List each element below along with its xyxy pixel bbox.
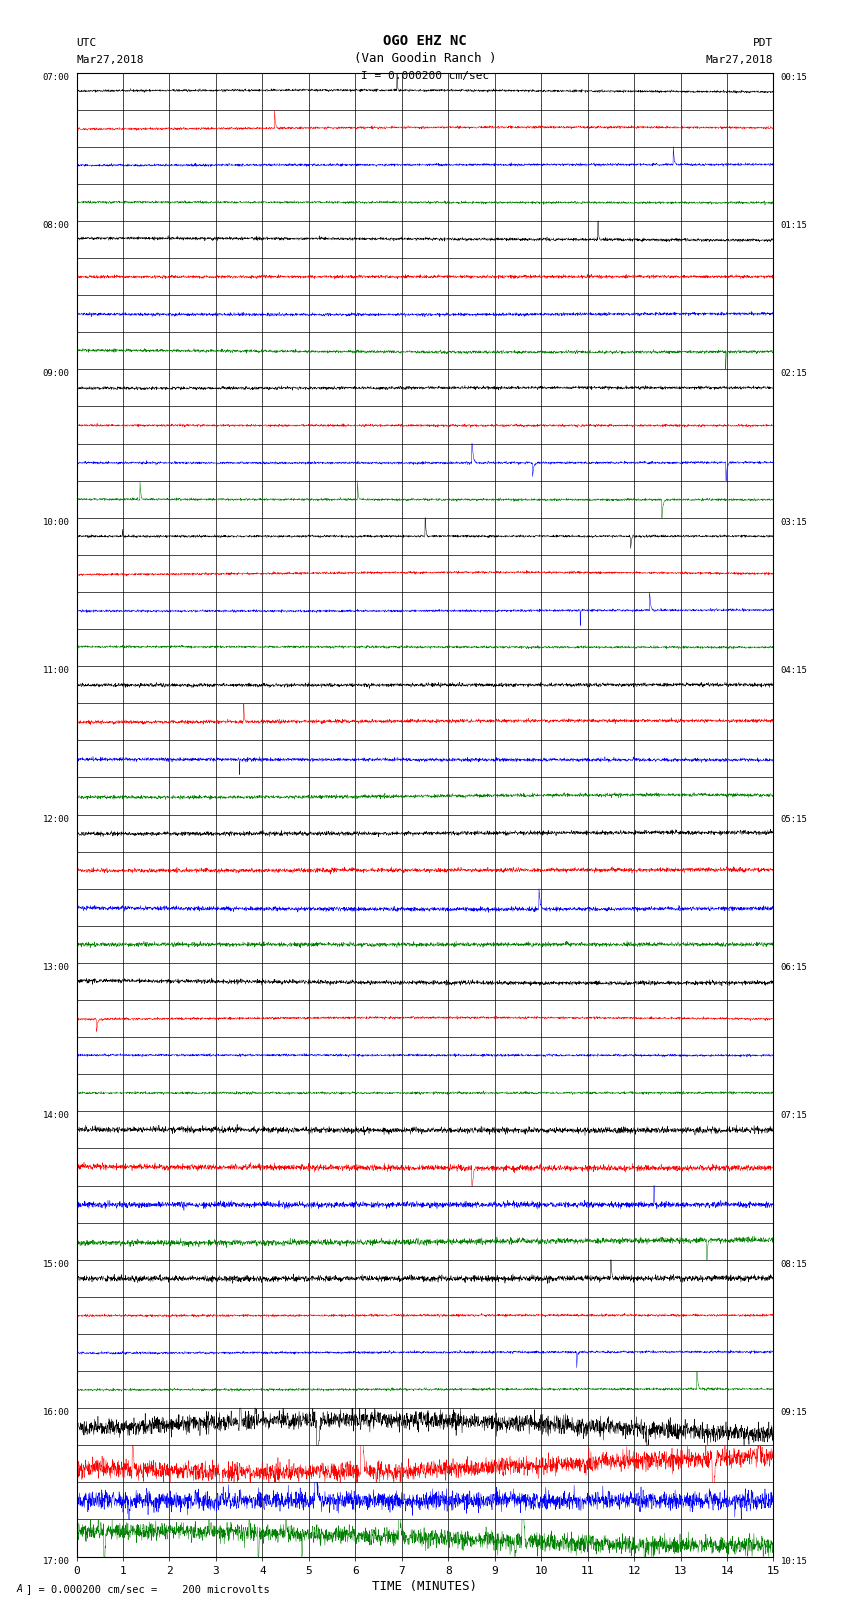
Text: I = 0.000200 cm/sec: I = 0.000200 cm/sec: [361, 71, 489, 81]
Text: 03:15: 03:15: [780, 518, 808, 527]
Text: PDT: PDT: [753, 39, 774, 48]
Text: 00:15: 00:15: [780, 73, 808, 82]
Text: 02:15: 02:15: [780, 369, 808, 379]
Text: ] = 0.000200 cm/sec =    200 microvolts: ] = 0.000200 cm/sec = 200 microvolts: [26, 1584, 269, 1594]
Text: 14:00: 14:00: [42, 1111, 70, 1121]
Text: 11:00: 11:00: [42, 666, 70, 676]
Text: 16:00: 16:00: [42, 1408, 70, 1418]
Text: 15:00: 15:00: [42, 1260, 70, 1269]
Text: 05:15: 05:15: [780, 815, 808, 824]
Text: 12:00: 12:00: [42, 815, 70, 824]
Text: 10:00: 10:00: [42, 518, 70, 527]
Text: 08:00: 08:00: [42, 221, 70, 231]
Text: 01:15: 01:15: [780, 221, 808, 231]
Text: UTC: UTC: [76, 39, 97, 48]
X-axis label: TIME (MINUTES): TIME (MINUTES): [372, 1579, 478, 1592]
Text: 13:00: 13:00: [42, 963, 70, 973]
Text: Mar27,2018: Mar27,2018: [706, 55, 774, 65]
Text: OGO EHZ NC: OGO EHZ NC: [383, 34, 467, 48]
Text: 09:00: 09:00: [42, 369, 70, 379]
Text: 17:00: 17:00: [42, 1557, 70, 1566]
Text: (Van Goodin Ranch ): (Van Goodin Ranch ): [354, 52, 496, 65]
Text: 09:15: 09:15: [780, 1408, 808, 1418]
Text: 08:15: 08:15: [780, 1260, 808, 1269]
Text: Mar27,2018: Mar27,2018: [76, 55, 144, 65]
Text: 06:15: 06:15: [780, 963, 808, 973]
Text: 10:15: 10:15: [780, 1557, 808, 1566]
Text: 07:15: 07:15: [780, 1111, 808, 1121]
Text: 07:00: 07:00: [42, 73, 70, 82]
Text: A: A: [17, 1584, 23, 1594]
Text: 04:15: 04:15: [780, 666, 808, 676]
